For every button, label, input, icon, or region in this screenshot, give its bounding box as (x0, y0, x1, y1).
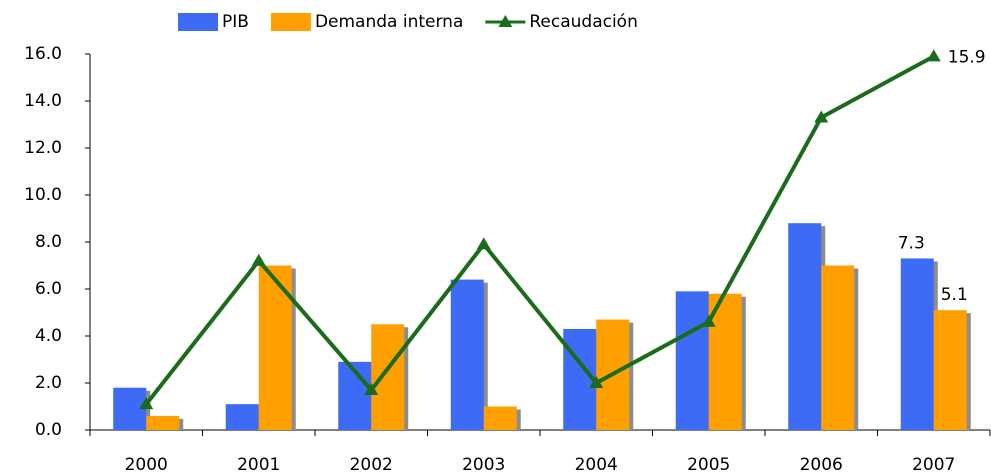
bar (450, 279, 484, 430)
marker (364, 383, 379, 396)
x-tick-label: 2002 (350, 455, 393, 475)
marker (139, 397, 154, 410)
bar (708, 293, 742, 430)
marker (251, 253, 266, 266)
legend-label: PIB (222, 12, 249, 32)
bar (483, 406, 517, 430)
x-tick-label: 2004 (575, 455, 618, 475)
legend-swatch (270, 13, 311, 31)
bar (146, 415, 180, 430)
bar (900, 258, 934, 430)
y-tick-label: 14.0 (24, 91, 62, 111)
marker (589, 376, 604, 388)
line (144, 54, 935, 406)
y-tick-label: 10.0 (24, 185, 62, 205)
y-tick-label: 0.0 (35, 420, 62, 440)
bar (821, 265, 855, 430)
bar (371, 324, 405, 430)
legend-marker (498, 15, 513, 27)
y-tick-label: 16.0 (24, 44, 62, 64)
x-tick-label: 2000 (125, 455, 168, 475)
legend-swatch (178, 13, 218, 31)
bar (225, 404, 259, 430)
marker (814, 110, 829, 123)
data-label: 15.9 (948, 47, 986, 67)
marker (476, 237, 491, 250)
x-tick-label: 2007 (912, 455, 955, 475)
marker (701, 314, 716, 327)
y-tick-label: 6.0 (35, 279, 62, 299)
data-label: 7.3 (898, 233, 925, 253)
legend-label: Demanda interna (315, 12, 463, 32)
legend-label: Recaudación (529, 12, 638, 32)
y-tick-label: 8.0 (35, 232, 62, 252)
y-tick-label: 2.0 (35, 373, 62, 393)
x-tick-label: 2005 (687, 455, 730, 475)
bar (563, 328, 597, 430)
x-tick-label: 2006 (800, 455, 843, 475)
data-label: 5.1 (941, 285, 968, 305)
y-tick-label: 4.0 (35, 326, 62, 346)
x-tick-label: 2001 (237, 455, 280, 475)
bar (933, 310, 967, 430)
bar (675, 291, 709, 430)
y-tick-label: 12.0 (24, 138, 62, 158)
bar (788, 223, 822, 430)
x-tick-label: 2003 (462, 455, 505, 475)
marker (926, 49, 941, 62)
